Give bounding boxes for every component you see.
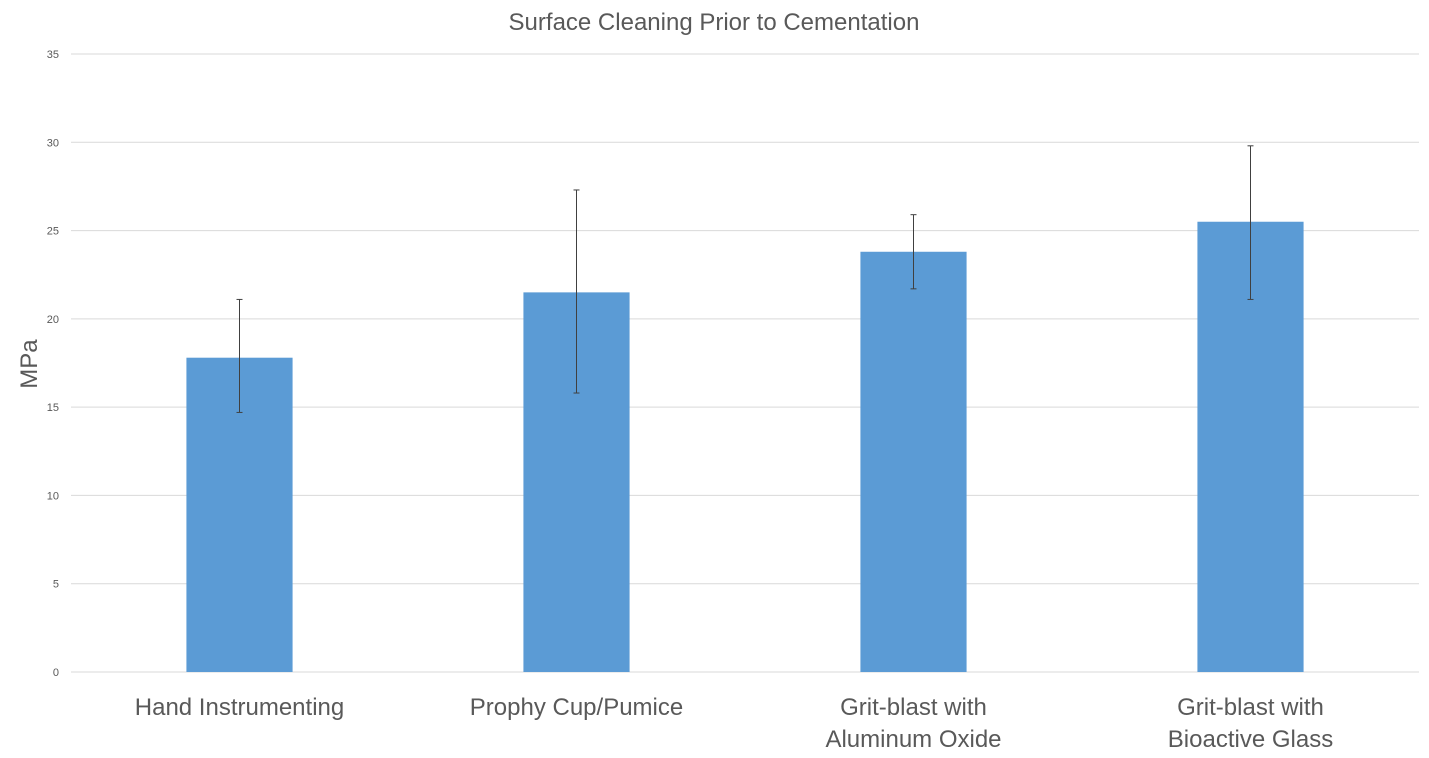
chart-title: Surface Cleaning Prior to Cementation	[509, 9, 920, 36]
y-tick-label: 35	[47, 49, 59, 61]
x-tick-label: Prophy Cup/Pumice	[470, 694, 683, 721]
gridlines	[71, 53, 1419, 673]
y-tick-label: 25	[47, 226, 59, 238]
y-tick-label: 0	[53, 667, 59, 679]
error-bars	[236, 145, 1254, 413]
y-tick-label: 20	[47, 314, 59, 326]
y-axis-label: MPa	[16, 339, 43, 389]
y-tick-label: 30	[47, 137, 59, 149]
error-bar	[910, 214, 917, 290]
y-tick-label: 15	[47, 402, 59, 414]
x-tick-label: Hand Instrumenting	[135, 694, 344, 721]
y-tick-label: 5	[53, 579, 59, 591]
error-bar	[573, 189, 580, 394]
x-tick-label: Grit-blast with Aluminum Oxide	[825, 694, 1001, 753]
error-bar	[1247, 145, 1254, 300]
x-tick-label: Grit-blast with Bioactive Glass	[1168, 694, 1333, 753]
y-axis-ticks: 0 5 10 15 20 25 30 35	[47, 49, 59, 679]
bar	[860, 251, 967, 672]
bars	[186, 221, 1304, 672]
y-tick-label: 10	[47, 490, 59, 502]
error-bar	[236, 298, 243, 413]
x-axis-ticks: Hand Instrumenting Prophy Cup/Pumice Grit-…	[135, 694, 1333, 753]
